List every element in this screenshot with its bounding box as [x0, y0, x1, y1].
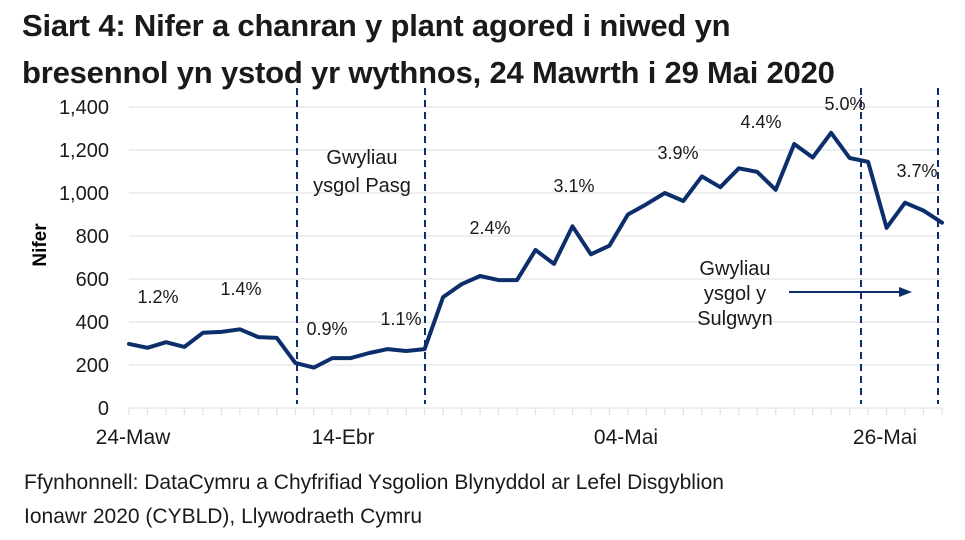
percentage-label: 3.7%: [896, 161, 937, 181]
easter-holiday-label: ysgol Pasg: [313, 175, 411, 197]
y-tick-label: 1,400: [59, 97, 109, 119]
gridlines: [129, 106, 942, 409]
percentage-label: 5.0%: [824, 94, 865, 114]
x-axis: 24-Maw 14-Ebr 04-Mai 26-Mai: [96, 408, 943, 449]
x-tick-label: 24-Maw: [96, 426, 172, 449]
percentage-label: 0.9%: [306, 319, 347, 339]
whitsun-holiday-label: Gwyliau: [699, 258, 770, 280]
x-tick-label: 14-Ebr: [311, 426, 374, 449]
source-line-2: Ionawr 2020 (CYBLD), Llywodraeth Cymru: [24, 505, 422, 528]
chart-title-line-1: Siart 4: Nifer a chanran y plant agored …: [22, 8, 731, 43]
whitsun-holiday-label: Sulgwyn: [697, 308, 773, 330]
percentage-label: 3.9%: [657, 143, 698, 163]
percentage-label: 3.1%: [553, 176, 594, 196]
y-tick-label: 800: [76, 226, 109, 248]
y-axis-label: Nifer: [30, 223, 51, 267]
holiday-markers: [296, 88, 939, 404]
source-line-1: Ffynhonnell: DataCymru a Chyfrifiad Ysgo…: [24, 471, 724, 494]
y-tick-label: 400: [76, 312, 109, 334]
x-tick-label: 26-Mai: [853, 426, 917, 449]
chart-title: Siart 4: Nifer a chanran y plant agored …: [22, 2, 962, 96]
x-tick-label: 04-Mai: [594, 426, 658, 449]
whitsun-holiday-label: ysgol y: [704, 283, 766, 305]
series-line-nifer: [127, 130, 944, 370]
y-tick-label: 1,000: [59, 183, 109, 205]
source-note: Ffynhonnell: DataCymru a Chyfrifiad Ysgo…: [24, 466, 724, 534]
y-axis: 0 200 400 600 800 1,000 1,200 1,400: [59, 97, 109, 420]
y-tick-label: 1,200: [59, 140, 109, 162]
percentage-annotations: 1.2% 1.4% 0.9% 1.1% 2.4% 3.1% 3.9% 4.4% 5.0% 3.7%: [137, 94, 937, 339]
y-tick-label: 0: [98, 398, 109, 420]
holiday-labels: Gwyliau ysgol Pasg Gwyliau ysgol y Sulgwyn: [313, 147, 773, 330]
y-tick-label: 200: [76, 355, 109, 377]
percentage-label: 2.4%: [469, 218, 510, 238]
chart-title-line-2: bresennol yn ystod yr wythnos, 24 Mawrth…: [22, 55, 835, 90]
percentage-label: 1.1%: [380, 309, 421, 329]
y-tick-label: 600: [76, 269, 109, 291]
easter-holiday-label: Gwyliau: [326, 147, 397, 169]
percentage-label: 1.4%: [220, 279, 261, 299]
percentage-label: 4.4%: [740, 112, 781, 132]
percentage-label: 1.2%: [137, 287, 178, 307]
arrow-right-icon: [789, 287, 912, 297]
